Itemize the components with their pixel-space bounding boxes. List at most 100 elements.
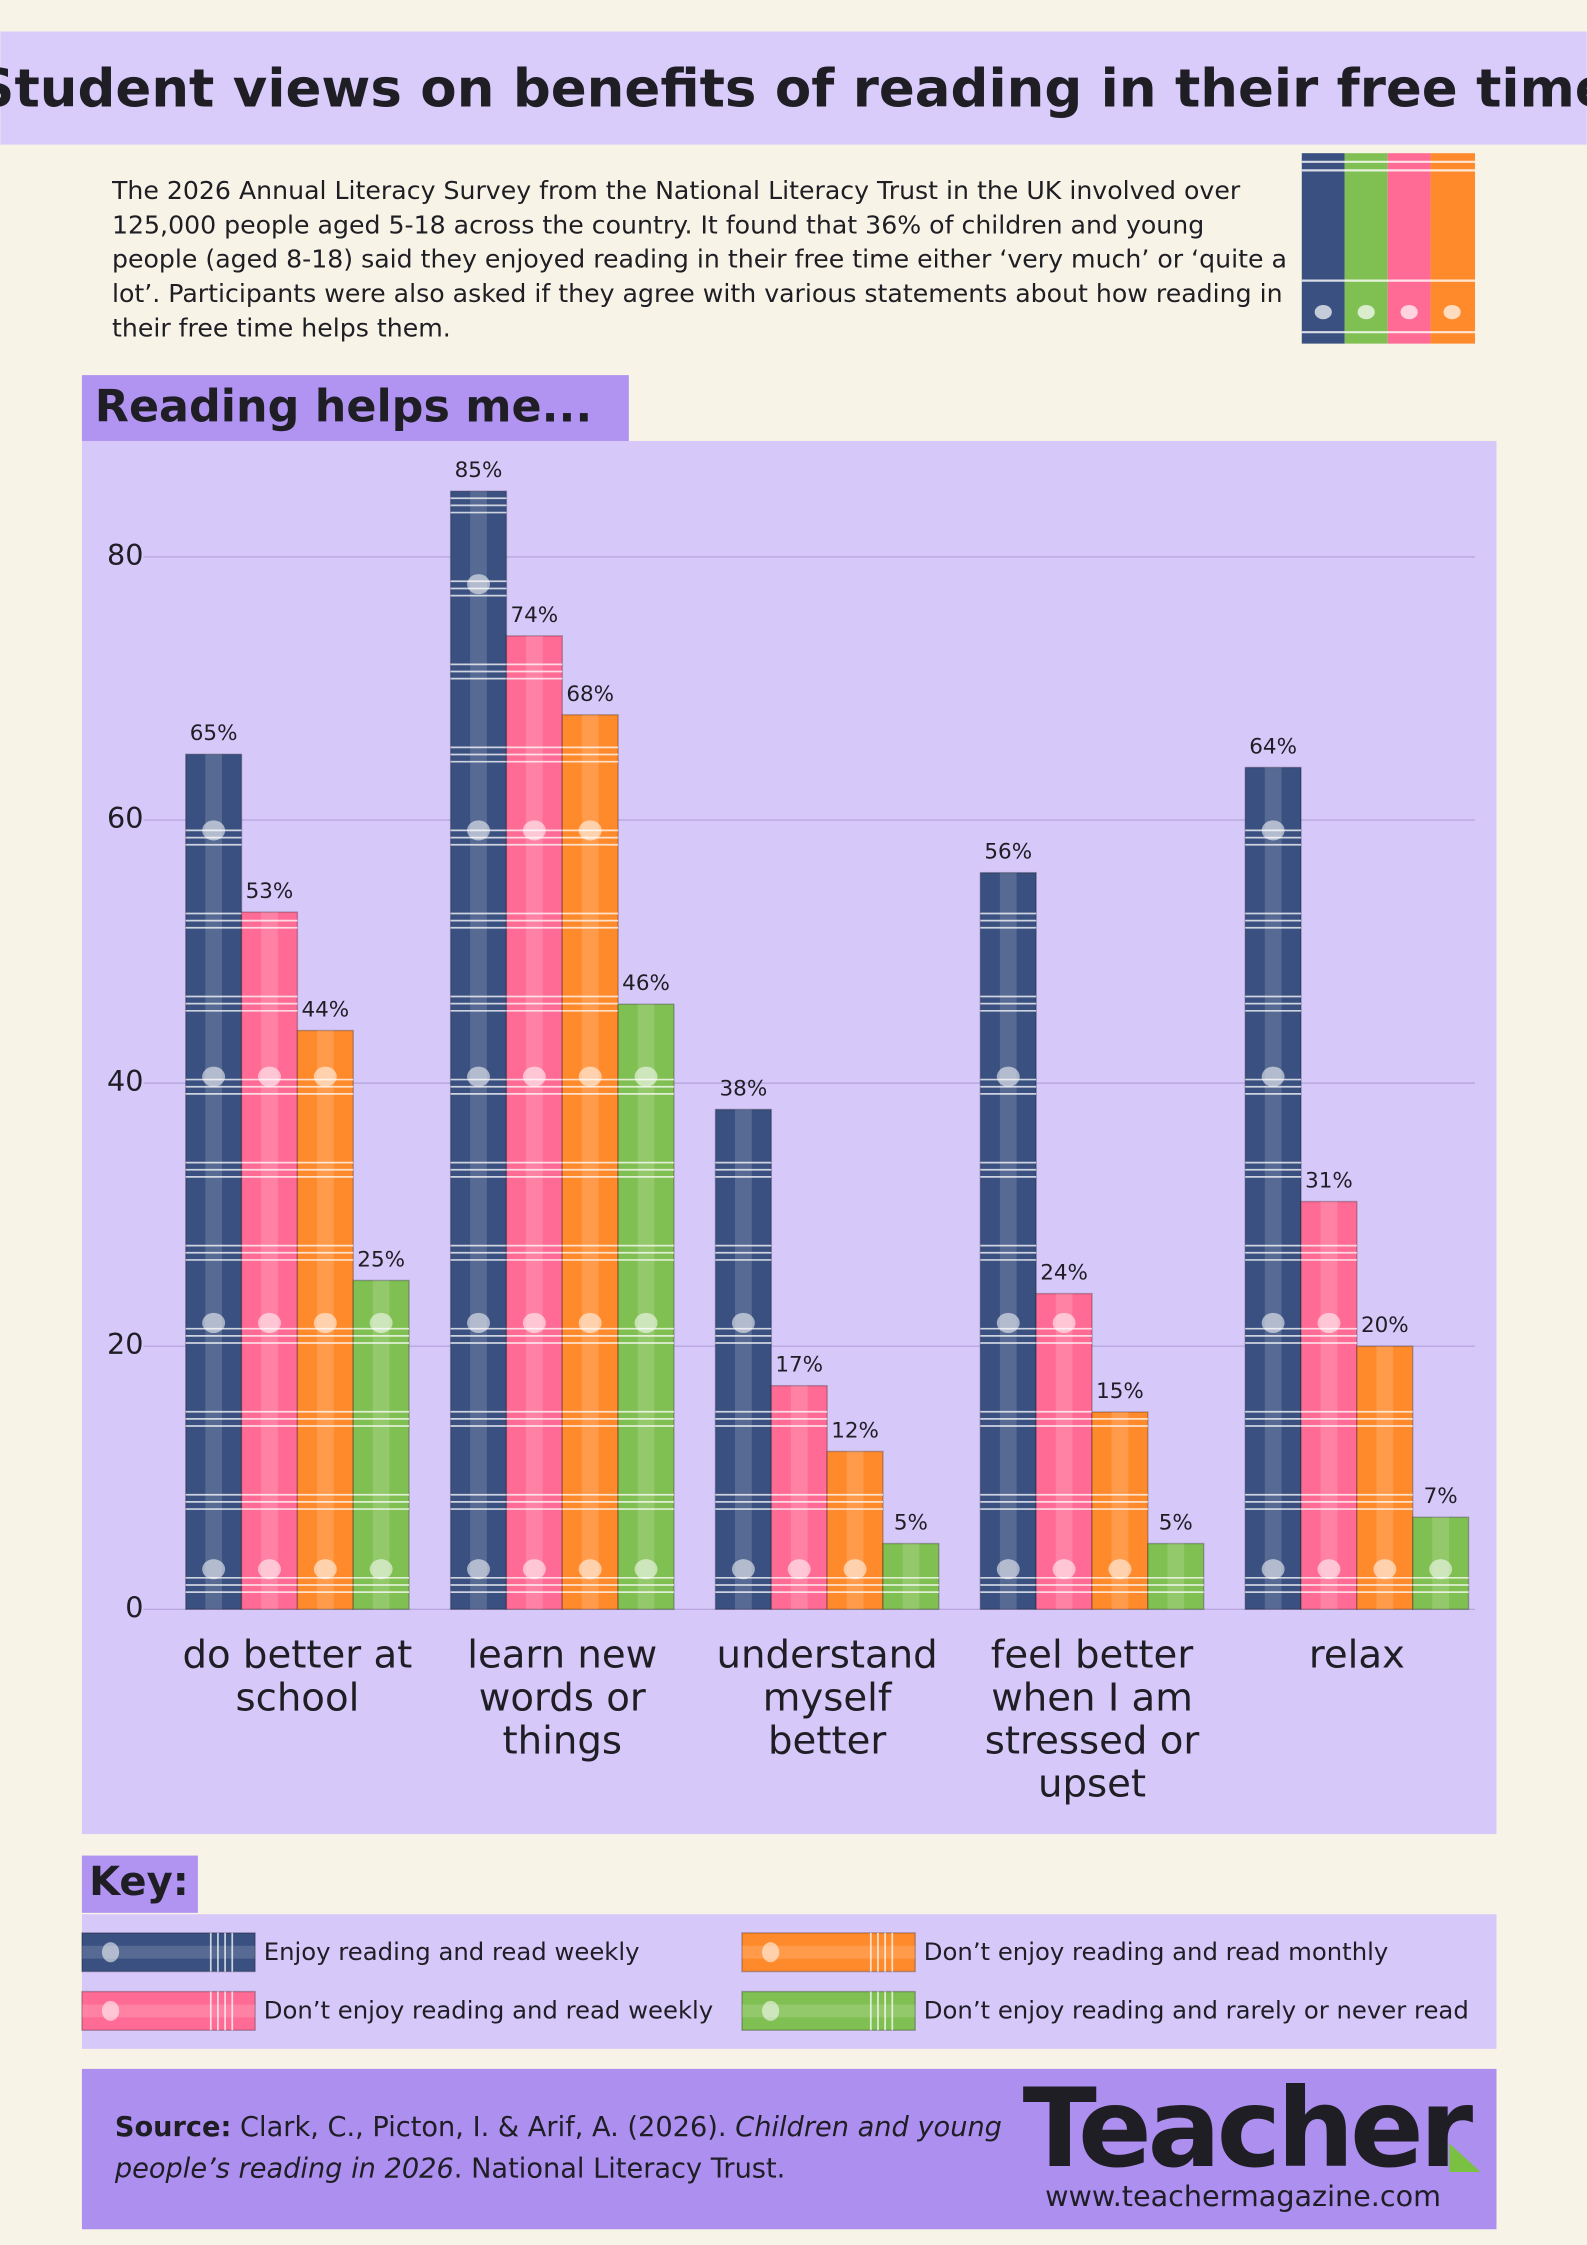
legend-label: Don’t enjoy reading and rarely or never …: [924, 1996, 1469, 2025]
bar-dot: [369, 1559, 393, 1580]
bar-dot: [731, 1559, 755, 1580]
legend-swatch-highlight: [741, 1945, 916, 1959]
legend-item: Don’t enjoy reading and read weekly: [81, 1990, 713, 2031]
legend-label: Enjoy reading and read weekly: [264, 1937, 640, 1966]
value-label: 12%: [831, 1418, 879, 1443]
bar-dot: [202, 1559, 226, 1580]
legend-swatch-dot: [762, 1942, 780, 1963]
bar-group: [1244, 766, 1302, 1611]
bar: [505, 635, 563, 1611]
value-label: 5%: [894, 1510, 928, 1535]
bar-dot: [313, 1559, 337, 1580]
legend-title-tab: [81, 1855, 198, 1913]
bar-dot: [258, 1066, 281, 1087]
bar-spine-highlight: [1264, 767, 1282, 1610]
bar-dot: [843, 1559, 867, 1580]
title-band: [0, 31, 1587, 145]
value-label: 15%: [1096, 1379, 1144, 1404]
value-label: 56%: [984, 840, 1032, 865]
bar-dot: [202, 1312, 226, 1333]
bar: [1147, 1542, 1205, 1611]
legend-swatch-highlight: [81, 1945, 256, 1959]
legend-label: Don’t enjoy reading and read weekly: [264, 1996, 713, 2025]
bar: [979, 871, 1037, 1611]
x-tick-label: relax: [1309, 1632, 1405, 1677]
bar-group: [296, 1029, 354, 1611]
bar-dot: [202, 1066, 226, 1087]
bar-dot: [467, 574, 490, 595]
bar-dot: [467, 1559, 490, 1580]
bar-dot: [634, 1312, 658, 1333]
bar-dot: [578, 820, 602, 841]
bar-dot: [1317, 1312, 1341, 1333]
title: Student views on benefits of reading in …: [0, 58, 1587, 119]
value-label: 5%: [1159, 1510, 1193, 1535]
bar-group: [352, 1279, 410, 1611]
bar-dot: [258, 1312, 281, 1333]
bar-group: [561, 714, 619, 1611]
bar-dot: [634, 1559, 658, 1580]
bar: [714, 1108, 773, 1611]
bar-spine-highlight: [902, 1543, 920, 1610]
legend-item: Enjoy reading and read weekly: [81, 1932, 640, 1973]
bar-dot: [578, 1066, 602, 1087]
value-label: 7%: [1424, 1484, 1458, 1509]
bar-group: [617, 1003, 675, 1611]
bar-dot: [1261, 820, 1285, 841]
source-publisher: . National Literacy Trust.: [453, 2153, 786, 2185]
bar-group: [185, 753, 243, 1611]
bar-group: [979, 871, 1037, 1611]
intro-box: The 2026 Annual Literacy Survey from the…: [111, 177, 1287, 344]
legend-swatch: [81, 1990, 256, 2031]
bar-spine-highlight: [1111, 1411, 1129, 1610]
y-tick-label: 0: [125, 1590, 143, 1624]
source-authors: Clark, C., Picton, I. & Arif, A. (2026).: [240, 2111, 727, 2144]
bar: [1244, 766, 1302, 1611]
bar-dot: [578, 1312, 602, 1333]
bar-dot: [1261, 1066, 1285, 1087]
x-tick-label: learn new words or things: [467, 1632, 657, 1763]
value-label: 64%: [1249, 734, 1297, 759]
bar-group: [714, 1108, 773, 1611]
legend-swatch-dot: [762, 2000, 780, 2021]
bar-spine-highlight: [790, 1385, 808, 1610]
book-dots: [1314, 304, 1461, 320]
bar: [882, 1542, 940, 1611]
bar-dot: [996, 1066, 1020, 1087]
bar-dot: [522, 1066, 546, 1087]
source-box: Source: Clark, C., Picton, I. & Arif, A.…: [115, 2108, 1017, 2191]
y-tick-label: 80: [107, 538, 143, 572]
bar-spine-highlight: [372, 1280, 390, 1610]
bar-group: [770, 1384, 828, 1611]
bar-dot: [634, 1066, 658, 1087]
bar-spine-highlight: [525, 635, 543, 1610]
bar-group: [826, 1450, 884, 1611]
bar-dot: [258, 1559, 281, 1580]
intro: The 2026 Annual Literacy Survey from the…: [111, 177, 1287, 344]
bar: [185, 753, 243, 1611]
plot: 0 20 40 60 80 do better at school 65% 53% 44% 25% l…: [107, 458, 1476, 1806]
source: Source: Clark, C., Picton, I. & Arif, A.…: [115, 2108, 1017, 2191]
legend-item: Don’t enjoy reading and rarely or never …: [741, 1990, 1469, 2031]
bar-spine-highlight: [637, 1004, 655, 1610]
x-tick-label: do better at school: [182, 1632, 412, 1720]
footer-band: [81, 2068, 1497, 2230]
bar-dot: [1052, 1559, 1076, 1580]
bar-dot: [731, 1312, 755, 1333]
logo: Teacher: [1023, 2065, 1474, 2192]
bar-dot: [1373, 1559, 1397, 1580]
bar-group: [1091, 1411, 1149, 1611]
value-label: 44%: [301, 997, 349, 1022]
value-label: 20%: [1361, 1313, 1409, 1338]
bar-dot: [1052, 1312, 1076, 1333]
bar-group: [449, 490, 508, 1611]
bar-dot: [313, 1066, 337, 1087]
bar-dot: [1261, 1312, 1285, 1333]
value-label: 46%: [622, 971, 670, 996]
chart-title-tab: [81, 375, 629, 441]
legend-swatch-dot: [101, 2000, 120, 2021]
bar-spine-highlight: [735, 1109, 752, 1610]
bar-dot: [787, 1559, 811, 1580]
